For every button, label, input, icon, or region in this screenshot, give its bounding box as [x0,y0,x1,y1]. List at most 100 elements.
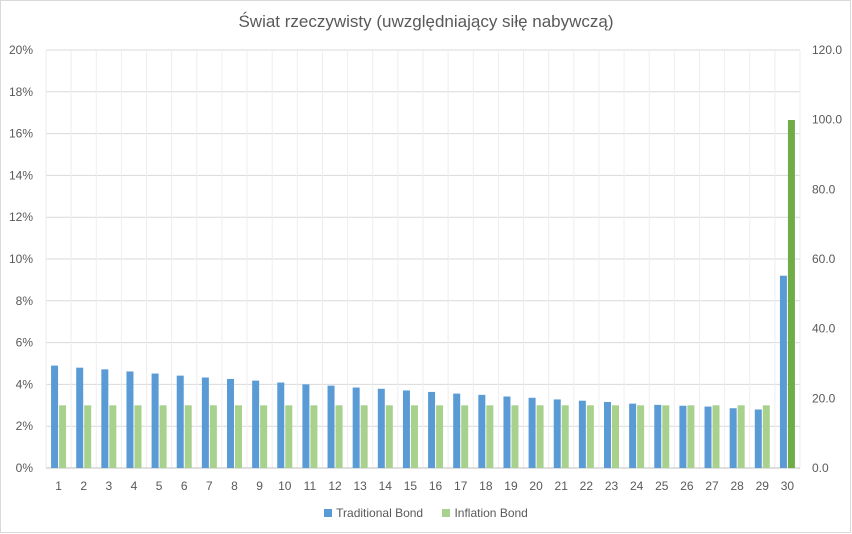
bar-inflation-2 [84,405,92,468]
bar-inflation-17 [461,405,469,468]
legend-item-inflation[interactable]: Inflation Bond [442,506,528,520]
y-right-tick-label: 120.0 [812,43,842,57]
x-tick-label: 29 [756,479,770,493]
x-tick-label: 9 [256,479,263,493]
x-tick-label: 12 [328,479,342,493]
y-left-tick-label: 18% [9,85,33,99]
bar-traditional-14 [377,388,385,468]
bar-traditional-23 [604,401,611,468]
y-left-tick-label: 0% [16,461,34,475]
bar-inflation-3 [109,405,117,468]
bar-inflation-28 [737,405,745,468]
y-right-tick-label: 60.0 [812,252,836,266]
y-left-tick-label: 14% [9,168,33,182]
x-tick-label: 23 [605,479,619,493]
legend-label-inflation: Inflation Bond [454,506,528,520]
bar-inflation-15 [410,405,418,468]
bar-inflation-29 [762,405,770,468]
bar-traditional-7 [201,377,209,468]
bar-inflation-10 [285,405,293,468]
legend-swatch-traditional [324,509,333,517]
y-left-tick-label: 16% [9,127,33,141]
x-tick-label: 30 [781,479,795,493]
y-left-tick-label: 12% [9,210,33,224]
bar-inflation-14 [385,405,393,468]
x-tick-label: 27 [705,479,719,493]
bar-inflation-23 [612,405,619,468]
x-tick-label: 5 [156,479,163,493]
bar-traditional-12 [327,385,335,468]
x-tick-label: 6 [181,479,188,493]
chart-title: Świat rzeczywisty (uwzględniający siłę n… [238,12,614,31]
bar-traditional-4 [126,371,134,468]
bar-inflation-16 [436,405,444,468]
bar-inflation-9 [260,405,268,468]
x-tick-label: 28 [730,479,744,493]
bar-traditional-6 [176,375,184,468]
x-tick-label: 4 [131,479,138,493]
bar-traditional-30 [779,275,787,468]
bar-traditional-20 [528,397,536,468]
bar-traditional-8 [227,378,234,468]
bar-inflation-27 [712,405,720,468]
bar-traditional-19 [503,396,511,468]
y-left-tick-label: 10% [9,252,33,266]
x-tick-label: 3 [105,479,112,493]
bar-inflation-12 [335,405,343,468]
bar-traditional-15 [402,390,410,468]
axis-labels: 0% 2% 4% 6% 8% 10% 12% 14% 16% 18% 20% 0.0 20.0 40.0 6… [9,43,842,493]
bar-inflation-18 [486,405,494,468]
x-tick-label: 21 [555,479,569,493]
bar-traditional-13 [352,387,360,468]
bar-traditional-22 [578,400,586,468]
x-tick-label: 13 [353,479,367,493]
bar-inflation-30 [787,120,795,468]
bar-traditional-2 [76,367,84,468]
bar-inflation-26 [687,405,695,468]
bar-traditional-29 [754,409,762,468]
bar-inflation-25 [662,405,670,468]
x-tick-label: 18 [479,479,493,493]
x-tick-label: 10 [278,479,292,493]
bar-traditional-28 [729,408,737,468]
y-left-tick-label: 6% [16,336,34,350]
bar-inflation-6 [184,405,192,468]
y-right-tick-label: 100.0 [812,113,842,127]
bar-traditional-16 [428,391,436,468]
bar-traditional-5 [151,373,159,468]
bar-traditional-27 [704,406,712,468]
y-right-tick-label: 80.0 [812,182,836,196]
bar-inflation-24 [637,405,645,468]
bar-inflation-20 [536,405,544,468]
bar-traditional-3 [101,369,109,468]
legend: Traditional Bond Inflation Bond [0,506,852,520]
bar-traditional-11 [302,384,310,468]
x-tick-label: 25 [655,479,669,493]
gridlines [45,49,801,469]
bar-inflation-19 [511,405,519,468]
x-tick-label: 22 [580,479,594,493]
x-tick-label: 20 [529,479,543,493]
legend-swatch-inflation [442,509,451,517]
bar-inflation-7 [209,405,217,468]
x-tick-label: 8 [231,479,238,493]
x-tick-label: 1 [55,479,62,493]
bars [51,120,795,468]
y-right-tick-label: 40.0 [812,322,836,336]
bar-inflation-13 [360,405,368,468]
bar-traditional-24 [629,403,637,468]
x-tick-label: 19 [504,479,518,493]
bar-inflation-22 [586,405,594,468]
bar-inflation-1 [59,405,67,468]
x-tick-label: 7 [206,479,213,493]
legend-item-traditional[interactable]: Traditional Bond [324,506,423,520]
bar-inflation-5 [159,405,167,468]
y-left-tick-label: 4% [16,377,34,391]
y-left-tick-label: 8% [16,294,34,308]
y-right-tick-label: 20.0 [812,391,836,405]
bar-traditional-17 [453,393,461,468]
bar-traditional-26 [679,405,687,468]
x-tick-label: 17 [454,479,468,493]
